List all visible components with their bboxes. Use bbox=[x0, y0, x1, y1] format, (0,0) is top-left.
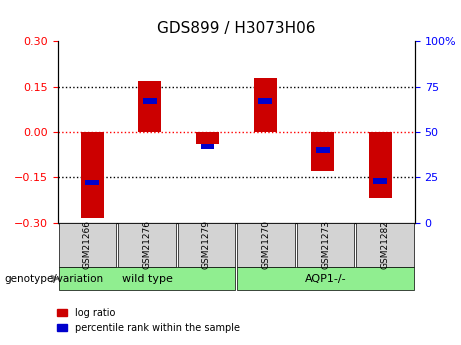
Text: genotype/variation: genotype/variation bbox=[5, 274, 104, 284]
Bar bbox=[373, 178, 387, 184]
Title: GDS899 / H3073H06: GDS899 / H3073H06 bbox=[157, 21, 315, 36]
Text: GSM21270: GSM21270 bbox=[261, 220, 271, 269]
Text: GSM21273: GSM21273 bbox=[321, 220, 330, 269]
Bar bbox=[316, 147, 330, 153]
Text: GSM21279: GSM21279 bbox=[202, 220, 211, 269]
Bar bbox=[258, 98, 272, 104]
Text: GSM21266: GSM21266 bbox=[83, 220, 92, 269]
Bar bbox=[311, 132, 334, 171]
Text: wild type: wild type bbox=[122, 274, 172, 284]
Text: GSM21276: GSM21276 bbox=[142, 220, 152, 269]
Bar bbox=[254, 78, 277, 132]
Text: AQP1-/-: AQP1-/- bbox=[305, 274, 346, 284]
Bar bbox=[138, 81, 161, 132]
Legend: log ratio, percentile rank within the sample: log ratio, percentile rank within the sa… bbox=[53, 304, 243, 337]
Bar bbox=[143, 98, 157, 104]
Bar bbox=[201, 144, 214, 149]
Text: GSM21282: GSM21282 bbox=[381, 220, 390, 269]
Bar bbox=[196, 132, 219, 144]
Bar bbox=[369, 132, 392, 198]
Bar bbox=[81, 132, 104, 218]
Bar bbox=[85, 180, 99, 185]
